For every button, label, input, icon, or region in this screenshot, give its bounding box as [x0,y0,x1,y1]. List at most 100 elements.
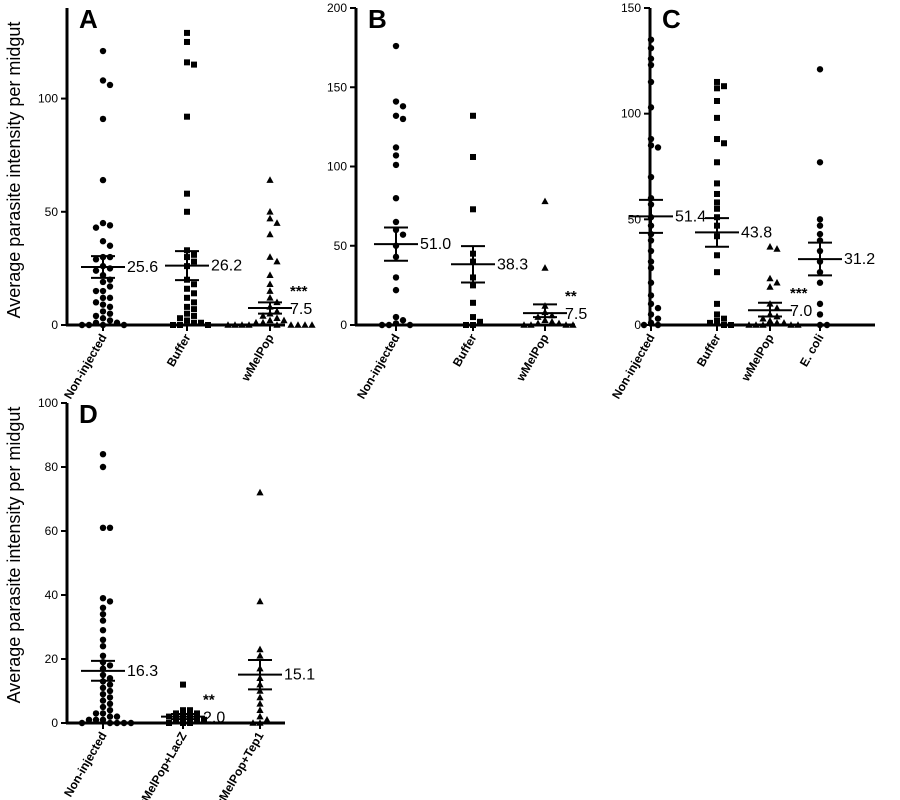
data-point [647,237,655,244]
data-point [184,59,190,66]
y-tick-label: 150 [621,1,641,15]
data-point [266,176,274,183]
data-point [766,243,774,250]
data-point [256,597,264,605]
data-point [191,319,197,326]
data-point [399,103,407,110]
y-tick-label: 20 [45,652,59,666]
data-point [745,321,753,328]
data-point [106,707,114,714]
data-point [816,321,824,329]
data-point [106,694,114,701]
significance-label: ** [565,288,577,305]
data-point [99,308,107,315]
data-point [294,321,302,328]
y-tick-label: 100 [38,92,58,106]
panel-c: C 0 50 100 150 Non-injected 51.4 Buffer 43.8 wMel… [609,1,875,401]
data-point [714,252,720,259]
panel-letter: C [662,4,681,34]
data-point [191,281,197,288]
data-point [647,55,655,62]
data-point [256,687,264,694]
data-point [266,316,274,324]
data-point [647,104,655,111]
data-point [184,29,190,36]
panel-letter: A [79,4,98,34]
data-point [470,206,476,213]
data-point [106,310,114,317]
data-point [273,314,281,322]
y-tick-label: 0 [51,716,58,730]
x-category-label: E. coli [797,332,827,370]
x-category-label: wMelPop [738,332,777,385]
mean-label: 7.5 [290,301,312,318]
group-non-injected: Non-injected 51.4 [609,36,706,401]
group-non-injected: Non-injected 16.3 [61,451,158,799]
data-point [392,313,400,321]
data-point [99,617,107,624]
data-point [823,321,831,329]
data-point [647,258,655,265]
data-point [541,264,549,271]
data-point [721,315,727,322]
data-point [99,684,107,691]
data-point [106,283,114,290]
mean-label: 15.1 [284,667,315,684]
data-point [759,321,767,328]
mean-label: 43.8 [741,224,772,241]
data-point [766,274,774,282]
data-point [113,713,121,720]
data-point [714,269,720,276]
data-point [406,321,414,329]
data-point [99,294,107,302]
data-point [647,78,655,86]
data-point [99,716,107,723]
data-point [256,700,264,707]
data-point [99,611,107,618]
data-point [92,256,100,263]
data-point [106,719,114,727]
data-point [527,321,535,328]
y-tick-label: 0 [634,318,641,332]
data-point [184,190,190,197]
x-category-label: Non-injected [61,332,109,402]
data-point [266,253,274,260]
data-point [647,142,655,149]
data-point [106,294,114,302]
mean-label: 51.4 [675,208,706,225]
data-point [773,245,781,252]
data-point [647,61,655,69]
group-buffer: Buffer 38.3 [450,112,528,369]
data-point [301,321,309,328]
data-point [99,219,107,227]
data-point [99,77,107,84]
data-point [252,318,260,326]
mean-label: 31.2 [844,251,875,268]
data-point [92,299,100,306]
data-point [106,700,114,707]
data-point [470,153,476,160]
data-point [256,645,264,653]
data-point [647,135,655,143]
data-point [266,280,274,288]
data-point [647,247,655,255]
data-point [816,66,824,73]
data-point [256,706,264,713]
data-point [273,321,281,328]
data-point [187,720,193,726]
data-point [541,197,549,205]
data-point [707,319,713,326]
group-wmelpop: wMelPop **7.5 [513,197,587,384]
group-buffer: Buffer 26.2 [164,29,242,369]
data-point [99,710,107,717]
data-point [392,152,400,159]
data-point [99,463,107,471]
data-point [201,716,207,723]
y-axis-label-top: Average parasite intensity per midgut [4,22,24,319]
data-point [85,716,93,723]
data-point [816,311,824,318]
data-point [99,697,107,704]
data-point [106,598,114,605]
data-point [647,279,655,286]
